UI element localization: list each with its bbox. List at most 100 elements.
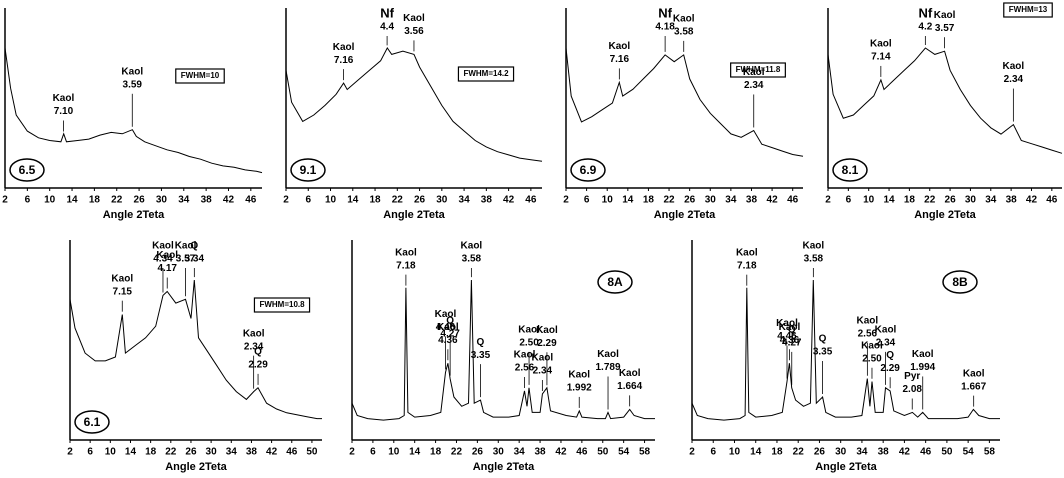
annotation-d: 2.34	[744, 80, 764, 91]
annotation-phase: Kaol	[403, 13, 425, 24]
sample-label: 9.1	[300, 163, 317, 177]
annotation-phase: Kaol	[608, 41, 630, 52]
annotation-d: 1.667	[961, 381, 986, 392]
x-tick-label: 6	[584, 195, 590, 206]
x-tick-label: 6	[305, 195, 311, 206]
x-tick-label: 46	[286, 447, 298, 458]
x-tick-label: 18	[643, 195, 655, 206]
x-tick-label: 22	[111, 195, 123, 206]
sample-ellipse	[942, 270, 978, 294]
diffractogram	[691, 279, 1000, 421]
diffractogram	[827, 47, 1063, 154]
sample-label: 8B	[952, 275, 968, 289]
annotation-d: 3.58	[804, 254, 824, 265]
x-tick-label: 58	[639, 447, 651, 458]
annotation-d: 1.994	[910, 362, 935, 373]
annotation-d: 4.2	[918, 22, 932, 33]
x-tick-label: 38	[746, 195, 758, 206]
annotation-d: 2.34	[533, 366, 553, 377]
x-tick-label: 38	[246, 447, 258, 458]
sample-label: 6.1	[84, 415, 101, 429]
x-tick-label: 14	[409, 447, 421, 458]
sample-label: 8.1	[842, 163, 859, 177]
annotation-d: 2.08	[903, 384, 923, 395]
annotation-phase: Kaol	[934, 10, 956, 21]
sample-ellipse	[9, 158, 45, 182]
annotation-d: 4.36	[438, 335, 458, 346]
x-tick-label: 34	[459, 195, 471, 206]
x-tick-label: 38	[535, 447, 547, 458]
x-tick-label: 30	[965, 195, 977, 206]
x-tick-label: 6	[370, 447, 376, 458]
diffractogram	[351, 279, 655, 421]
annotation-d: 3.35	[471, 350, 491, 361]
x-tick-label: 14	[883, 195, 895, 206]
x-tick-label: 42	[223, 195, 235, 206]
x-tick-label: 22	[451, 447, 463, 458]
annotation-d: 4.27	[440, 328, 460, 339]
x-tick-label: 6	[846, 195, 852, 206]
annotation-phase: Q	[254, 347, 262, 358]
x-tick-label: 42	[555, 447, 567, 458]
annotation-d: 1.992	[567, 383, 592, 394]
x-tick-label: 42	[266, 447, 278, 458]
annotation-d: 4.34	[153, 254, 173, 265]
diffractogram	[69, 279, 322, 420]
annotation-phase: Q	[788, 325, 796, 336]
annotation-phase: Kaol	[743, 67, 765, 78]
x-tick-label: 38	[1006, 195, 1018, 206]
x-axis-title: Angle 2Teta	[103, 209, 165, 221]
x-tick-label: 46	[1046, 195, 1058, 206]
annotation-phase: Pyr	[904, 371, 920, 382]
annotation-d: 2.50	[519, 338, 539, 349]
annotation-phase: Nf	[658, 5, 672, 20]
x-tick-label: 50	[941, 447, 953, 458]
annotation-d: 4.4	[380, 22, 394, 33]
annotation-d: 3.57	[176, 254, 196, 265]
annotation-d: 3.56	[404, 26, 424, 37]
x-tick-label: 22	[793, 447, 805, 458]
annotation-phase: Kaol	[597, 349, 619, 360]
sample-ellipse	[570, 158, 606, 182]
x-tick-label: 46	[576, 447, 588, 458]
x-tick-label: 22	[663, 195, 675, 206]
x-tick-label: 14	[750, 447, 762, 458]
annotation-phase: Kaol	[243, 328, 265, 339]
sample-ellipse	[290, 158, 326, 182]
x-tick-label: 50	[306, 447, 318, 458]
annotation-d: 3.58	[462, 254, 482, 265]
x-tick-label: 30	[493, 447, 505, 458]
sample-ellipse	[74, 410, 110, 434]
annotation-phase: Q	[477, 337, 485, 348]
sample-label: 6.9	[580, 163, 597, 177]
annotation-phase: Kaol	[673, 14, 695, 25]
x-tick-label: 34	[985, 195, 997, 206]
x-tick-label: 34	[514, 447, 526, 458]
x-tick-label: 26	[814, 447, 826, 458]
annotation-phase: Kaol	[1003, 61, 1025, 72]
annotation-phase: Kaol	[333, 42, 355, 53]
x-tick-label: 22	[165, 447, 177, 458]
x-tick-label: 42	[899, 447, 911, 458]
annotation-d: 4.17	[157, 263, 177, 274]
annotation-d: 4.27	[782, 338, 802, 349]
annotation-phase: Nf	[380, 5, 394, 20]
annotation-d: 3.58	[674, 27, 694, 38]
x-tick-label: 10	[325, 195, 337, 206]
annotation-phase: Kaol	[857, 315, 879, 326]
annotation-phase: Q	[819, 334, 827, 345]
annotation-d: 2.34	[876, 337, 896, 348]
fwhm-label: FWHM=11.8	[736, 65, 781, 74]
annotation-d: 7.16	[334, 55, 354, 66]
annotation-phase: Kaol	[437, 322, 459, 333]
annotation-phase: Kaol	[514, 350, 536, 361]
annotation-phase: Kaol	[435, 309, 457, 320]
x-tick-label: 10	[388, 447, 400, 458]
annotation-d: 7.10	[54, 106, 74, 117]
x-tick-label: 30	[206, 447, 218, 458]
x-tick-label: 26	[414, 195, 426, 206]
x-tick-label: 22	[392, 195, 404, 206]
x-tick-label: 6	[87, 447, 93, 458]
x-tick-label: 10	[863, 195, 875, 206]
annotation-phase: Kaol	[963, 368, 985, 379]
